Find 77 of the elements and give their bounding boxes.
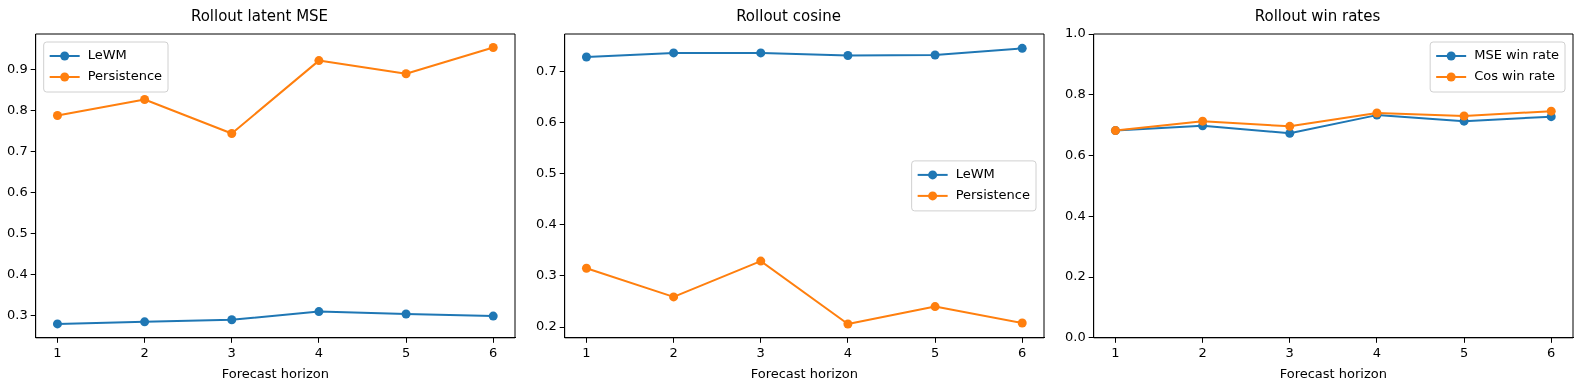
y-tick-label: 0.4 [1064, 207, 1086, 223]
x-tick-label: 4 [1372, 344, 1382, 360]
x-tick-label: 1 [53, 344, 62, 360]
legend-label: Persistence [87, 68, 163, 84]
point [140, 317, 150, 327]
x-axis-title: Forecast horizon [1279, 365, 1387, 381]
x-tick-label: 6 [489, 344, 498, 360]
x-axis-title: Forecast horizon [221, 365, 329, 381]
point [1017, 318, 1027, 328]
x-tick-label: 6 [1018, 344, 1027, 360]
point [930, 50, 940, 60]
point [140, 95, 150, 105]
y-tick-label: 0.9 [6, 61, 28, 76]
point [1459, 111, 1469, 121]
x-tick-label: 3 [1285, 344, 1294, 360]
point [669, 48, 679, 58]
chart-title: Rollout win rates [1254, 6, 1381, 25]
legend-label: Cos win rate [1474, 68, 1556, 84]
point [488, 311, 498, 321]
point [1546, 106, 1556, 116]
legend-label: LeWM [87, 47, 127, 63]
x-tick-label: 1 [1111, 344, 1120, 360]
point [843, 319, 853, 329]
y-tick-label: 0.8 [1064, 86, 1086, 102]
y-tick-label: 0.5 [6, 224, 28, 240]
point [930, 302, 940, 312]
point [843, 50, 853, 60]
point [227, 315, 237, 325]
x-axis-title: Forecast horizon [750, 365, 858, 381]
y-tick-label: 0.3 [535, 267, 557, 283]
x-tick-label: 1 [582, 344, 591, 360]
point [581, 263, 591, 273]
point [488, 43, 498, 53]
y-tick-label: 0.2 [1064, 268, 1086, 284]
point [581, 52, 591, 62]
y-tick-label: 0.0 [1064, 329, 1086, 345]
x-tick-label: 5 [401, 344, 411, 360]
point [1017, 43, 1027, 53]
point [227, 128, 237, 138]
y-tick-label: 0.6 [1064, 146, 1086, 162]
x-tick-label: 4 [843, 344, 853, 360]
y-tick-label: 0.4 [6, 265, 28, 281]
y-tick-label: 0.4 [535, 216, 557, 232]
x-tick-label: 5 [930, 344, 940, 360]
chart-title: Rollout cosine [736, 6, 841, 25]
y-tick-label: 0.8 [6, 101, 28, 117]
x-tick-label: 6 [1547, 344, 1556, 360]
point [1285, 121, 1295, 131]
point [401, 309, 411, 319]
x-tick-label: 3 [227, 344, 236, 360]
point [401, 69, 411, 79]
x-tick-label: 2 [1198, 344, 1207, 360]
y-tick-label: 0.5 [535, 165, 557, 180]
legend-label: LeWM [955, 166, 995, 182]
point [669, 292, 679, 302]
legend-label: Persistence [955, 187, 1030, 203]
point [314, 56, 324, 66]
point [756, 256, 766, 266]
point [52, 110, 62, 120]
x-tick-label: 2 [140, 344, 149, 360]
x-tick-label: 5 [1459, 344, 1469, 360]
point [52, 319, 62, 329]
x-tick-label: 4 [314, 344, 324, 360]
y-tick-label: 1.0 [1064, 25, 1086, 41]
x-tick-label: 3 [756, 344, 765, 360]
y-tick-label: 0.2 [535, 318, 557, 334]
y-tick-label: 0.7 [535, 62, 557, 78]
point [756, 48, 766, 58]
x-tick-label: 2 [669, 344, 678, 360]
y-tick-label: 0.3 [6, 306, 28, 322]
legend-label: MSE win rate [1474, 47, 1560, 63]
chart-title: Rollout latent MSE [190, 6, 329, 25]
y-tick-label: 0.6 [6, 183, 28, 199]
point [1198, 116, 1208, 126]
y-tick-label: 0.7 [6, 142, 28, 158]
y-tick-label: 0.6 [535, 113, 557, 129]
point [314, 307, 324, 317]
